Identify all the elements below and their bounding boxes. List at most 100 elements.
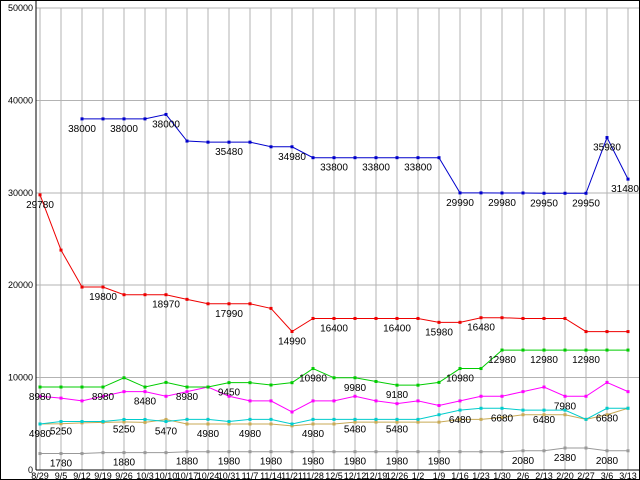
data-point-series-red [269,306,273,310]
data-point-series-gray [626,449,630,453]
data-point-label: 4980 [302,429,325,440]
data-point-series-cyan [122,417,126,421]
data-point-series-gray [542,449,546,453]
data-point-label: 35480 [215,147,243,158]
data-point-series-blue [584,191,588,195]
data-point-label: 8480 [134,397,157,408]
data-point-series-cyan [605,406,609,410]
data-point-series-magenta [185,390,189,394]
data-point-label: 16400 [320,323,348,334]
x-tick-label: 9/19 [94,471,112,480]
data-point-label: 2080 [596,456,619,467]
data-point-series-gray [227,450,231,454]
data-point-series-gray [143,451,147,455]
data-point-series-magenta [542,385,546,389]
data-point-label: 1880 [113,458,136,469]
data-point-series-blue [143,117,147,121]
data-point-series-cyan [479,406,483,410]
data-point-series-magenta [164,394,168,398]
x-tick-label: 9/5 [55,471,68,480]
x-tick-label: 12/12 [344,471,367,480]
data-point-series-tan [290,424,294,428]
data-point-series-blue [458,191,462,195]
data-point-series-red [59,248,63,252]
data-point-series-blue [80,117,84,121]
data-point-series-tan [563,413,567,417]
data-point-series-magenta [311,399,315,403]
data-point-series-green [542,348,546,352]
data-point-label: 2080 [512,456,535,467]
data-point-label: 29990 [446,198,474,209]
data-point-series-green [59,385,63,389]
data-point-series-green [605,348,609,352]
data-point-series-blue [542,191,546,195]
data-point-series-cyan [38,422,42,426]
data-point-series-tan [458,417,462,421]
data-point-series-green [395,383,399,387]
data-point-series-magenta [395,402,399,406]
data-point-series-blue [521,191,525,195]
data-point-series-red [248,302,252,306]
data-point-series-gray [248,450,252,454]
data-point-series-green [122,376,126,380]
data-point-series-magenta [626,390,630,394]
data-point-label: 5250 [113,424,136,435]
data-point-series-tan [416,420,420,424]
data-point-series-red [563,316,567,320]
data-point-label: 9450 [218,388,241,399]
data-point-label: 5480 [344,424,367,435]
data-point-series-gray [584,446,588,450]
x-tick-label: 10/31 [218,471,241,480]
data-point-series-tan [143,420,147,424]
data-point-series-magenta [227,394,231,398]
x-tick-label: 1/23 [472,471,490,480]
x-tick-label: 2/27 [577,471,595,480]
data-point-series-green [38,385,42,389]
data-point-series-blue [122,117,126,121]
data-point-series-red [290,329,294,333]
data-point-label: 14990 [278,336,306,347]
data-point-label: 6680 [596,413,619,424]
data-point-series-gray [164,451,168,455]
data-point-series-green [437,380,441,384]
data-point-series-gray [374,450,378,454]
data-point-series-cyan [227,419,231,423]
data-point-series-cyan [437,413,441,417]
data-point-label: 12980 [488,355,516,366]
data-point-series-magenta [269,399,273,403]
data-point-series-green [164,380,168,384]
data-point-series-green [374,379,378,383]
data-point-label: 9180 [386,390,409,401]
data-point-series-magenta [353,394,357,398]
data-point-label: 8980 [29,392,52,403]
data-point-series-red [416,316,420,320]
data-point-series-green [185,385,189,389]
x-tick-label: 11/14 [260,471,282,480]
data-point-series-gray [605,449,609,453]
data-point-series-cyan [101,419,105,423]
data-point-label: 8980 [92,392,115,403]
data-point-series-cyan [143,417,147,421]
data-point-label: 16480 [467,323,495,334]
data-point-series-blue [626,177,630,181]
data-point-series-red [185,297,189,301]
data-point-series-blue [311,156,315,160]
data-point-series-tan [437,420,441,424]
x-tick-label: 1/9 [433,471,446,480]
data-point-series-blue [185,139,189,143]
data-point-series-gray [500,450,504,454]
data-point-series-cyan [542,408,546,412]
data-point-series-magenta [458,399,462,403]
data-point-series-red [374,316,378,320]
data-point-label: 8980 [176,392,199,403]
data-point-series-cyan [626,406,630,410]
y-tick-label: 0 [28,465,33,475]
data-point-series-tan [479,417,483,421]
data-point-series-green [626,348,630,352]
data-point-series-tan [164,417,168,421]
data-point-series-blue [479,191,483,195]
data-point-series-blue [227,140,231,144]
data-point-label: 5250 [50,426,73,437]
data-point-label: 10980 [446,374,474,385]
data-point-series-gray [269,450,273,454]
